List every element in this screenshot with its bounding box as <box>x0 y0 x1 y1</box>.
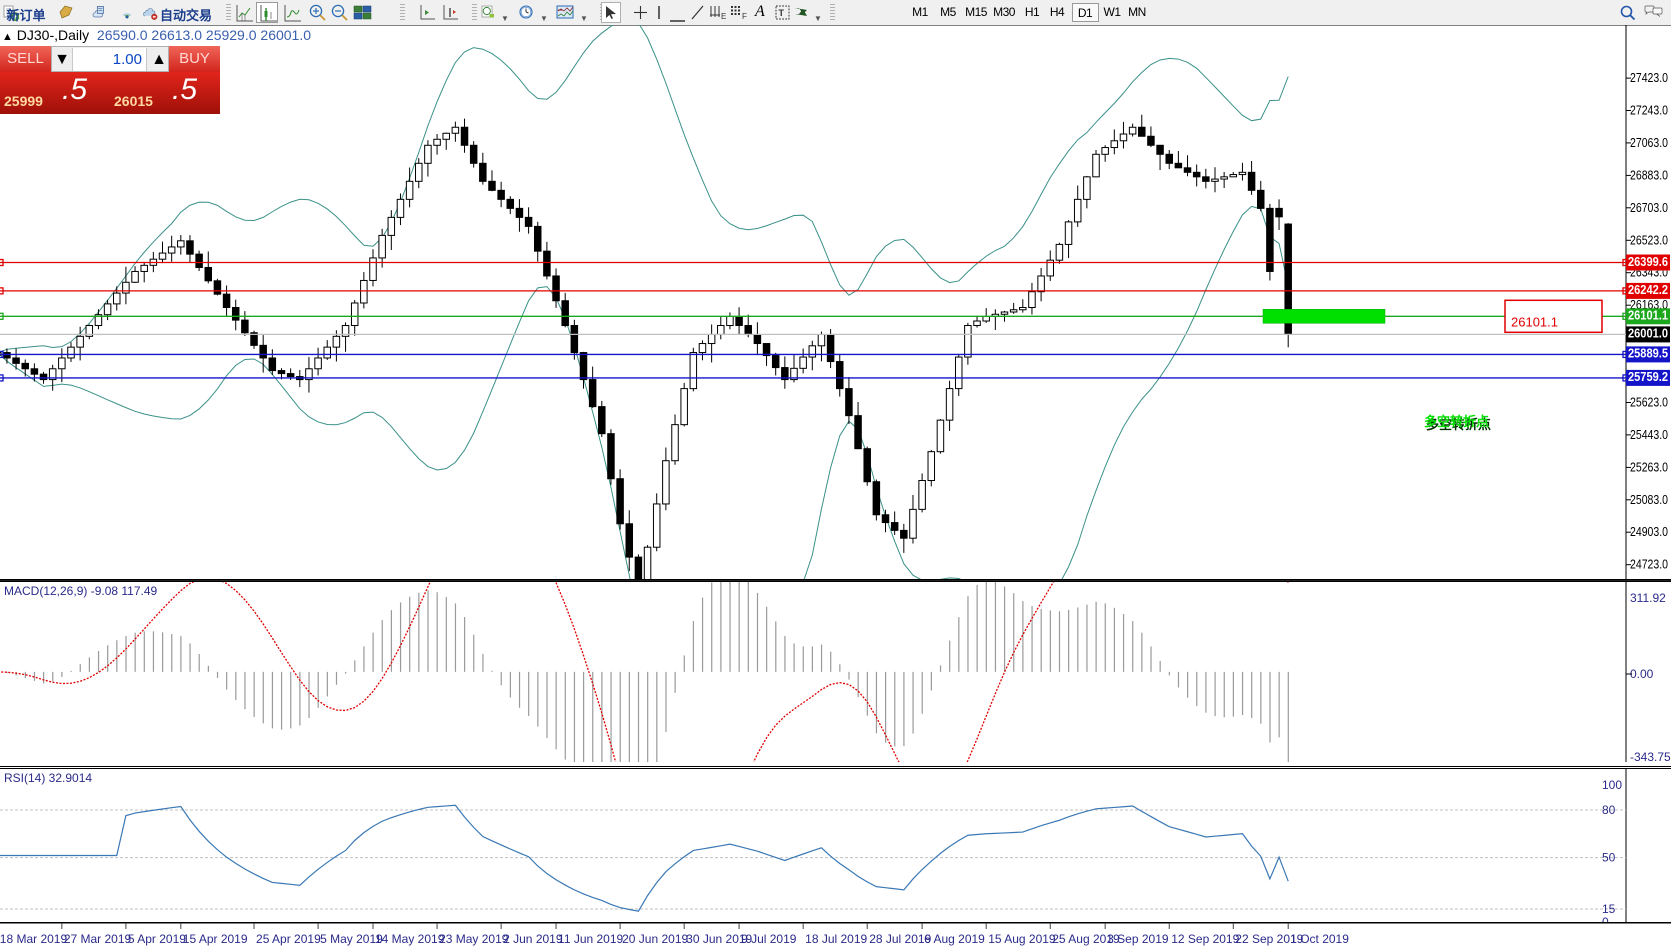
svg-text:26399.6: 26399.6 <box>1628 254 1668 269</box>
svg-text:27 Mar 2019: 27 Mar 2019 <box>64 932 132 946</box>
svg-text:26883.0: 26883.0 <box>1630 167 1668 182</box>
svg-text:25759.2: 25759.2 <box>1628 369 1668 384</box>
svg-text:14 May 2019: 14 May 2019 <box>375 932 445 946</box>
svg-text:多空转折点: 多空转折点 <box>1424 414 1489 429</box>
svg-text:T: T <box>778 8 784 18</box>
svg-text:2 Jun 2019: 2 Jun 2019 <box>503 932 563 946</box>
svg-text:5 May 2019: 5 May 2019 <box>320 932 383 946</box>
svg-text:27423.0: 27423.0 <box>1630 70 1668 85</box>
svg-text:12 Sep 2019: 12 Sep 2019 <box>1171 932 1239 946</box>
svg-text:26523.0: 26523.0 <box>1630 232 1668 247</box>
svg-text:25083.0: 25083.0 <box>1630 492 1668 507</box>
svg-text:26703.0: 26703.0 <box>1630 200 1668 215</box>
svg-text:26101.1: 26101.1 <box>1511 314 1558 329</box>
svg-text:25623.0: 25623.0 <box>1630 395 1668 410</box>
svg-text:11 Jun 2019: 11 Jun 2019 <box>558 932 623 946</box>
svg-text:26101.1: 26101.1 <box>1628 308 1668 323</box>
svg-text:5 Apr 2019: 5 Apr 2019 <box>128 932 186 946</box>
svg-text:15 Apr 2019: 15 Apr 2019 <box>183 932 248 946</box>
svg-text:25443.0: 25443.0 <box>1630 427 1668 442</box>
svg-text:18 Mar 2019: 18 Mar 2019 <box>0 932 67 946</box>
svg-text:15 Aug 2019: 15 Aug 2019 <box>988 932 1056 946</box>
svg-text:28 Jul 2019: 28 Jul 2019 <box>869 932 931 946</box>
svg-text:E: E <box>721 12 726 20</box>
svg-text:27063.0: 27063.0 <box>1630 135 1668 150</box>
svg-text:23 May 2019: 23 May 2019 <box>439 932 509 946</box>
svg-text:24723.0: 24723.0 <box>1630 557 1668 572</box>
svg-text:25889.5: 25889.5 <box>1628 346 1668 361</box>
svg-text:24903.0: 24903.0 <box>1630 524 1668 539</box>
svg-text:27243.0: 27243.0 <box>1630 103 1668 118</box>
svg-text:3 Sep 2019: 3 Sep 2019 <box>1107 932 1169 946</box>
svg-text:26242.2: 26242.2 <box>1628 282 1668 297</box>
svg-text:26001.0: 26001.0 <box>1628 326 1668 341</box>
svg-text:F: F <box>742 12 747 20</box>
svg-text:18 Jul 2019: 18 Jul 2019 <box>805 932 867 946</box>
svg-text:25 Apr 2019: 25 Apr 2019 <box>256 932 321 946</box>
svg-text:1 Oct 2019: 1 Oct 2019 <box>1290 932 1349 946</box>
svg-text:20 Jun 2019: 20 Jun 2019 <box>622 932 688 946</box>
svg-text:6 Aug 2019: 6 Aug 2019 <box>924 932 985 946</box>
svg-text:9 Jul 2019: 9 Jul 2019 <box>741 932 797 946</box>
svg-text:25263.0: 25263.0 <box>1630 459 1668 474</box>
